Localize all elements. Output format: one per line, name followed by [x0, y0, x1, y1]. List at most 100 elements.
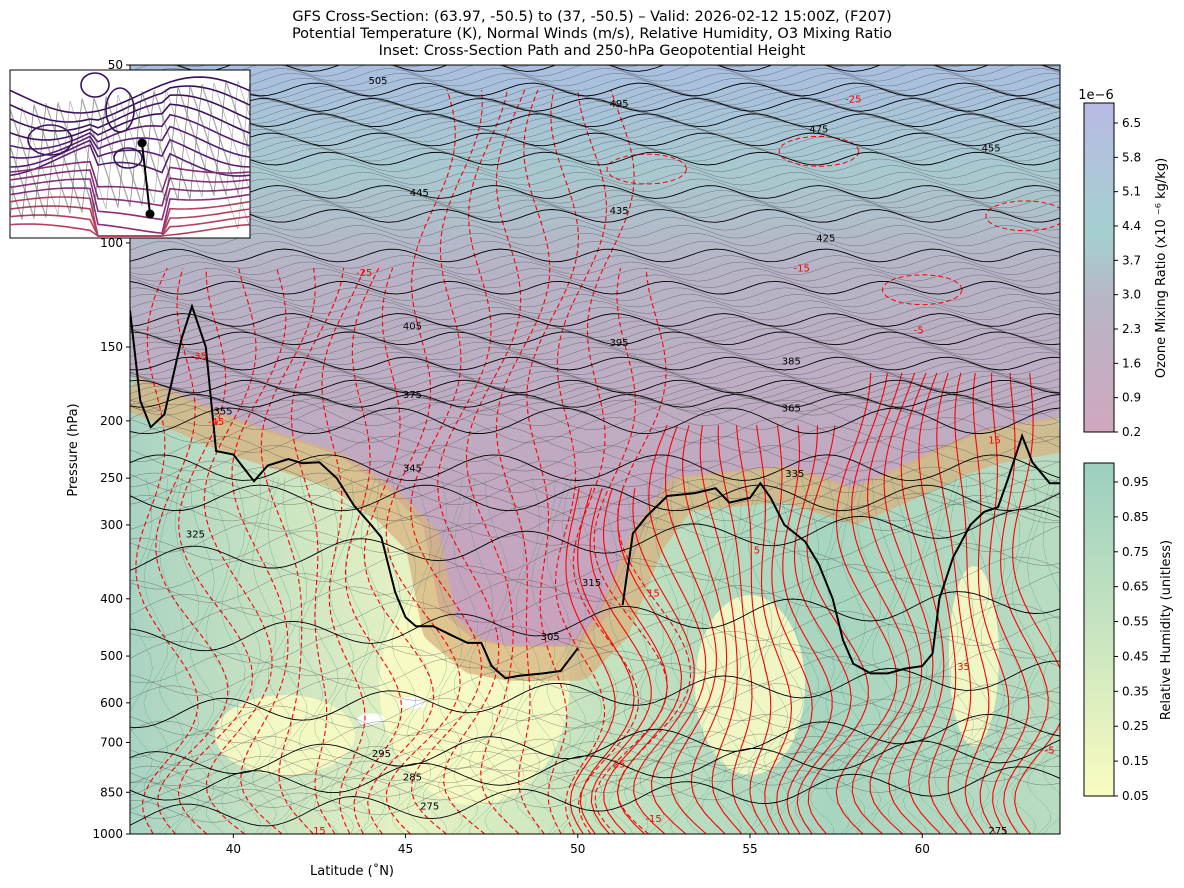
theta-contour: [130, 178, 1060, 192]
negative-wind-contour: [606, 153, 688, 185]
theta-contour: [130, 728, 1060, 789]
wind-label: -5: [914, 325, 924, 336]
rh-contour: [593, 478, 618, 834]
positive-wind-contour: [972, 372, 1010, 834]
negative-wind-contour: [260, 268, 316, 834]
theta-contour: [130, 77, 1060, 92]
wind-label: -5: [1045, 746, 1055, 757]
theta-contour: [130, 136, 1060, 150]
rh-contour: [577, 478, 603, 834]
geopotential-contour: [9, 160, 251, 193]
positive-wind-contour: [936, 372, 973, 834]
rh-contour: [391, 478, 417, 834]
rh-contour: [841, 478, 866, 834]
negative-wind-contour: [290, 268, 345, 834]
positive-wind-contour: [616, 488, 683, 834]
theta-contour: [130, 417, 1060, 444]
theta-contour: [130, 300, 1060, 314]
theta-contour: [130, 28, 1060, 41]
rh-contour: [1027, 478, 1052, 834]
missing-data-patch: [398, 696, 427, 709]
positive-wind-contour: [648, 425, 707, 834]
geopotential-contour: [9, 113, 251, 150]
wind-label: -15: [793, 263, 809, 274]
plot-frame: [129, 64, 1061, 835]
theta-contour: [130, 691, 1060, 759]
geopotential-contour: [9, 223, 251, 237]
theta-contour: [130, 32, 1060, 45]
theta-label: 455: [982, 144, 1001, 155]
negative-wind-contour: [231, 267, 289, 834]
theta-label: 445: [410, 188, 429, 199]
colorbar-tick-label: 5.1: [1122, 185, 1141, 199]
positive-wind-contour: [699, 425, 743, 834]
y-tick-label: 600: [100, 696, 123, 710]
colorbar-tick-label: 3.7: [1122, 253, 1141, 267]
colorbar-tick-label: 5.8: [1122, 150, 1141, 164]
theta-contour: [130, 484, 1060, 512]
wind-label: 15: [647, 588, 660, 599]
theta-contour: [130, 0, 1060, 56]
cross-section-path: [141, 142, 151, 215]
theta-contour: [130, 744, 1060, 804]
theta-contour: [130, 393, 1060, 408]
theta-contour: [130, 706, 1060, 767]
rh-contour: [314, 478, 339, 834]
theta-contour: [130, 766, 1060, 827]
theta-contour: [130, 426, 1060, 453]
theta-contour: [130, 140, 1060, 154]
wind-label: 5: [754, 545, 760, 556]
theta-contour: [130, 185, 1060, 199]
theta-contour: [130, 660, 1060, 729]
theta-contour: [130, 107, 1060, 121]
theta-contour: [130, 635, 1060, 696]
rh-contour: [1042, 478, 1060, 834]
colorbar-tick-label: 4.4: [1122, 219, 1141, 233]
theta-contour: [130, 113, 1060, 128]
positive-wind-contour: [664, 425, 717, 834]
theta-contour: [130, 445, 1060, 472]
theta-contour: [130, 204, 1060, 218]
theta-contour: [130, 199, 1060, 213]
inset-map: [9, 69, 251, 239]
theta-label: 335: [785, 469, 804, 480]
theta-contour: [130, 82, 1060, 97]
theta-contour: [130, 351, 1060, 366]
theta-label: 345: [403, 464, 422, 475]
rh-contour: [500, 478, 525, 834]
x-axis-label: Latitude (˚N): [310, 863, 394, 879]
theta-contour: [130, 571, 1060, 638]
theta-contour: [130, 382, 1060, 397]
theta-contour: [130, 388, 1060, 402]
rh-contour: [949, 478, 975, 834]
theta-contour: [130, 125, 1060, 139]
theta-label: 425: [816, 234, 835, 245]
negative-wind-contour: [363, 267, 435, 834]
theta-label: 395: [610, 338, 629, 349]
theta-contour: [130, 398, 1060, 412]
theta-contour: [130, 402, 1060, 416]
theta-contour: [130, 500, 1060, 561]
theta-contour: [130, 648, 1060, 709]
y-tick-label: 300: [100, 518, 123, 532]
ozone-fill: [130, 65, 1060, 647]
theta-contour: [130, 85, 1060, 100]
y-axis-label: Pressure (hPa): [66, 403, 81, 496]
theta-contour: [130, 739, 1060, 801]
theta-label: 435: [610, 206, 629, 217]
theta-contour: [130, 268, 1060, 282]
rh-contour: [748, 478, 773, 834]
y-tick-label: 150: [100, 340, 123, 354]
ozone-colorbar-offset: 1e−6: [1078, 88, 1113, 103]
colorbar-tick-label: 0.9: [1122, 391, 1141, 405]
rh-contour: [872, 478, 897, 834]
theta-contour: [130, 391, 1060, 405]
rh-contour: [484, 478, 510, 834]
chart-title-line-3: Inset: Cross-Section Path and 250-hPa Ge…: [378, 43, 806, 59]
tropopause-line: [621, 432, 1060, 675]
path-start-marker: [137, 138, 147, 148]
y-tick-label: 400: [100, 592, 123, 606]
x-tick-label: 55: [742, 842, 757, 856]
theta-contour: [130, 616, 1060, 684]
theta-contour: [130, 755, 1060, 819]
